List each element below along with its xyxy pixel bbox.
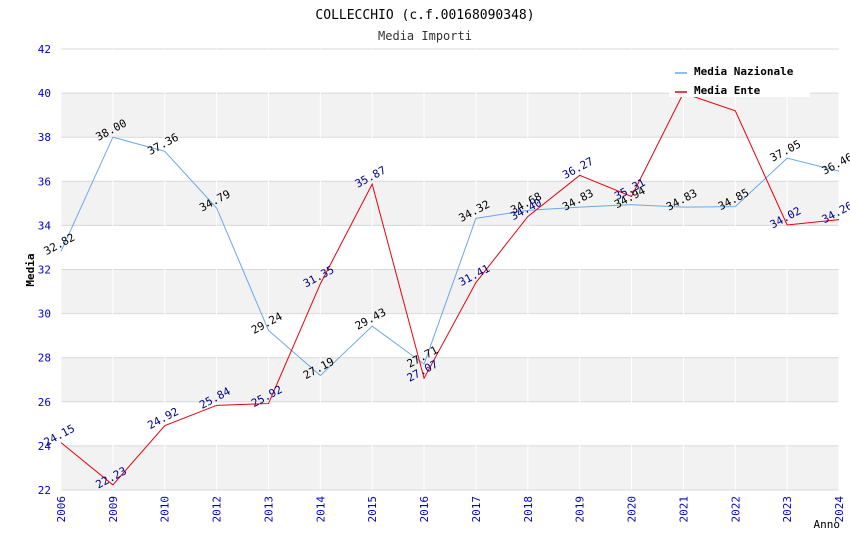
x-tick-label: 2017	[470, 496, 483, 523]
plot-band	[61, 137, 839, 182]
y-tick-label: 40	[38, 87, 51, 100]
y-tick-label: 32	[38, 264, 51, 277]
y-tick-label: 34	[38, 219, 52, 232]
legend: Media Nazionale Media Ente	[669, 59, 810, 97]
x-tick-label: 2021	[677, 496, 690, 523]
gridlines	[60, 48, 840, 491]
y-tick-label: 22	[38, 484, 51, 497]
series-line-media-nazionale	[60, 136, 840, 377]
plot-band	[61, 181, 839, 226]
x-axis-label: Anno	[814, 518, 841, 531]
x-tick-label: 2019	[574, 496, 587, 523]
x-tick-label: 2023	[781, 496, 794, 523]
y-tick-label: 24	[38, 440, 52, 453]
y-axis-label: Media	[24, 253, 37, 286]
series-lines	[60, 92, 840, 486]
x-tick-label: 2024	[833, 496, 846, 523]
plot-band	[61, 445, 839, 490]
x-tick-label: 2018	[522, 496, 535, 523]
plot-band	[61, 401, 839, 446]
plot-band	[61, 357, 839, 402]
x-tick-label: 2020	[626, 496, 639, 523]
plot-band	[61, 93, 839, 138]
x-tick-labels: 2006 2009 2010 2012 2013 2014 2015 2016 2017 2018…	[55, 496, 846, 523]
y-tick-label: 38	[38, 131, 51, 144]
chart-subtitle: Media Importi	[378, 29, 472, 43]
legend-box	[669, 59, 810, 97]
x-tick-label: 2015	[366, 496, 379, 523]
plot-band	[61, 313, 839, 358]
chart-title: COLLECCHIO (c.f.00168090348)	[315, 8, 534, 23]
x-tick-label: 2022	[729, 496, 742, 523]
x-tick-label: 2006	[55, 496, 68, 523]
plot-band	[61, 225, 839, 270]
y-tick-label: 36	[38, 175, 51, 188]
x-tick-label: 2009	[107, 496, 120, 523]
y-tick-label: 28	[38, 352, 51, 365]
x-tick-label: 2010	[159, 496, 172, 523]
legend-label-media-ente: Media Ente	[694, 84, 761, 97]
y-tick-labels: 22 24 26 28 30 32 34 36 38 40 42	[38, 43, 52, 497]
y-tick-label: 30	[38, 308, 51, 321]
series-line-media-ente	[60, 92, 840, 486]
y-tick-label: 42	[38, 43, 51, 56]
x-tick-label: 2012	[211, 496, 224, 523]
x-tick-label: 2016	[418, 496, 431, 523]
x-tick-label: 2014	[314, 496, 327, 523]
legend-label-media-nazionale: Media Nazionale	[694, 65, 794, 78]
y-tick-label: 26	[38, 396, 51, 409]
x-tick-label: 2013	[262, 496, 275, 523]
